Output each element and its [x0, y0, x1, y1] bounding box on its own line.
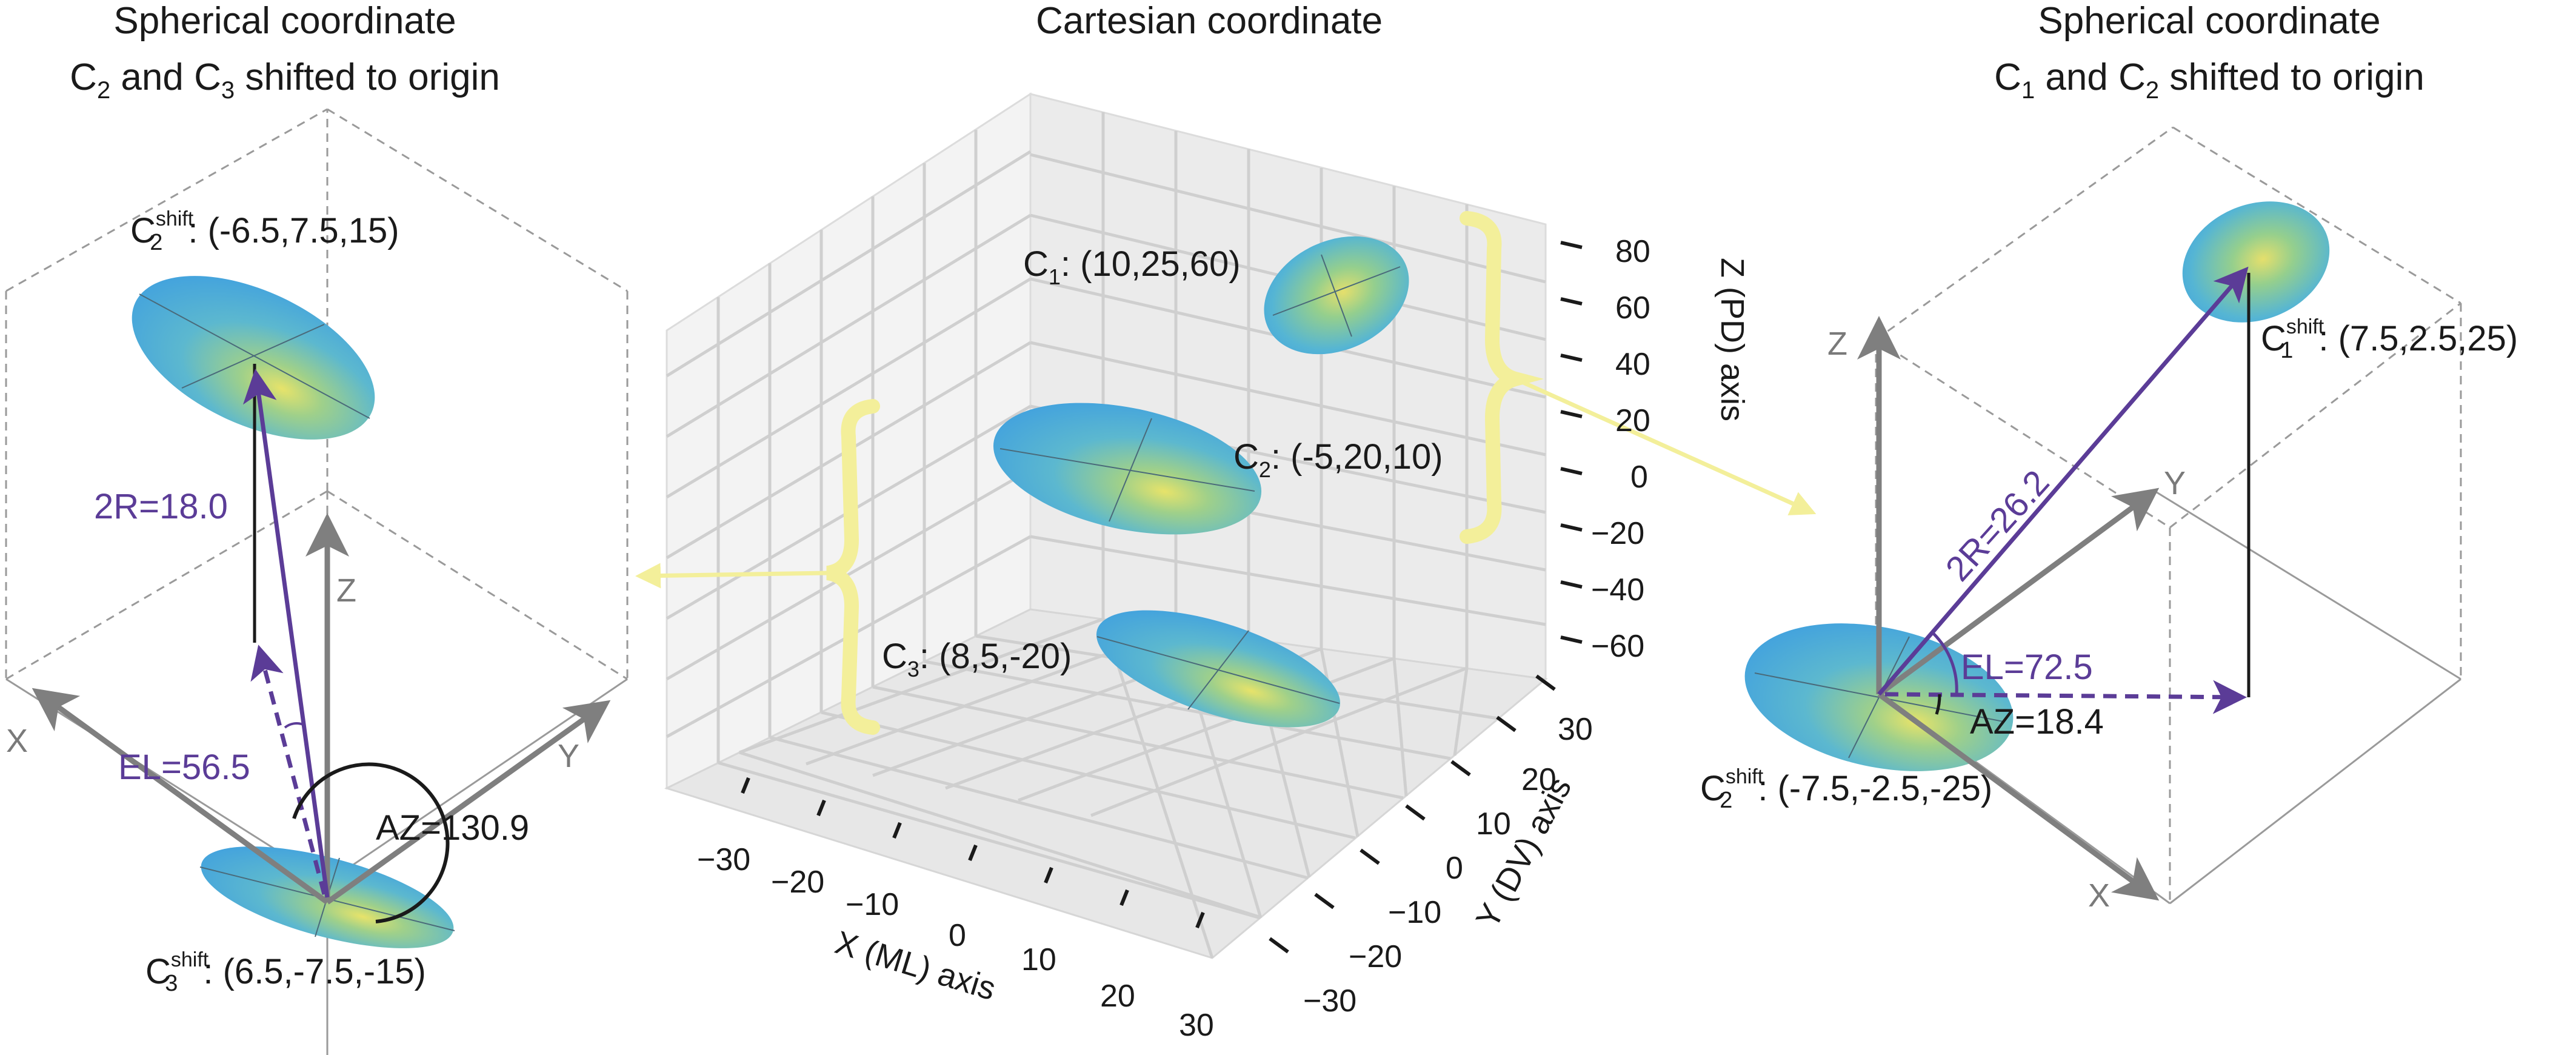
y-axis-tick-labels: −30 −20 −10 0 10 20 30: [1303, 712, 1593, 1019]
left-y-axis-label: Y: [558, 738, 579, 774]
right-radius-vector: [1877, 266, 2249, 696]
y-tick: 10: [1476, 806, 1511, 842]
label-c2: C2: (-5,20,10): [1233, 437, 1443, 482]
right-elevation-projection: [1884, 680, 2247, 714]
left-elevation-arc: [284, 722, 304, 729]
ellipsoid-c2: [993, 403, 1262, 535]
right-spherical-panel: Spherical coordinate C1 and C2 shifted t…: [1700, 0, 2518, 914]
x-tick: 10: [1021, 942, 1056, 977]
right-azimuth-arc: [1935, 694, 1941, 715]
y-tick: −30: [1303, 983, 1356, 1019]
left-azimuth-label: AZ=130.9: [376, 808, 529, 848]
ellipsoid-c3: [1096, 610, 1341, 728]
z-axis-ticks: [1560, 241, 1583, 644]
z-tick: 40: [1615, 347, 1650, 382]
left-point-bottom-label: Cshift 3: (6.5,-7.5,-15): [145, 948, 426, 996]
left-point-top-label: Cshift 2: (-6.5,7.5,15): [130, 207, 399, 255]
left-y-axis-arrow: [325, 700, 611, 905]
x-axis-tick-labels: −30 −20 −10 0 10 20 30: [697, 842, 1214, 1043]
right-elevation-arc: [1932, 632, 1958, 695]
y-tick: −20: [1349, 939, 1402, 974]
x-tick: −20: [771, 865, 824, 900]
x-axis-ticks: [741, 777, 1205, 929]
y-tick: 30: [1558, 712, 1593, 747]
right-point-bottom-label: Cshift 2: (-7.5,-2.5,-25): [1700, 765, 1992, 813]
left-azimuth-arc: [292, 762, 450, 923]
z-tick: 0: [1630, 460, 1648, 495]
left-spherical-panel: Spherical coordinate C2 and C3 shifted t…: [5, 0, 629, 1055]
cartesian-title: Cartesian coordinate: [1036, 0, 1383, 42]
y-tick: 20: [1521, 762, 1557, 797]
x-tick: −30: [697, 842, 750, 877]
label-c3: C3: (8,5,-20): [882, 637, 1072, 682]
right-azimuth-label: AZ=18.4: [1970, 702, 2104, 742]
right-point-top-label: Cshift 1: (7.5,2.5,25): [2261, 315, 2518, 363]
z-tick: −60: [1591, 629, 1644, 664]
cartesian-grid: [666, 112, 1546, 959]
x-tick: −10: [846, 887, 899, 922]
arrow-to-right-panel: [1514, 377, 1817, 515]
right-dashed-cube: [1875, 126, 2462, 903]
x-tick: 0: [949, 918, 966, 953]
z-axis-tick-labels: 80 60 40 20 0 −20 −40 −60: [1591, 234, 1650, 664]
left-radius-vector: [242, 369, 330, 898]
right-x-axis-label: X: [2088, 877, 2110, 914]
cartesian-panel: Cartesian coordinate: [635, 0, 1817, 1043]
z-tick: −40: [1591, 572, 1644, 608]
x-tick: 30: [1179, 1008, 1214, 1043]
z-tick: 80: [1615, 234, 1650, 269]
left-x-axis-arrow: [32, 688, 329, 905]
y-tick: −10: [1388, 895, 1441, 930]
left-x-axis-label: X: [6, 723, 28, 759]
right-y-axis-label: Y: [2164, 465, 2186, 501]
ellipsoid-c1: [1264, 236, 1409, 355]
z-tick: −20: [1591, 516, 1644, 551]
x-tick: 20: [1100, 979, 1135, 1014]
z-axis-label: Z (PD) axis: [1714, 258, 1750, 421]
left-ellipsoid-top: [132, 276, 375, 440]
left-title-line1: Spherical coordinate: [113, 0, 456, 42]
right-x-axis-arrow: [1877, 692, 2160, 901]
right-z-axis-label: Z: [1827, 326, 1847, 362]
y-axis-ticks: [1269, 674, 1556, 954]
right-title-line2: C1 and C2 shifted to origin: [1994, 56, 2424, 104]
x-axis-label: X (ML) axis: [831, 924, 1000, 1007]
left-title-line2: C2 and C3 shifted to origin: [70, 56, 500, 104]
right-title-line1: Spherical coordinate: [2038, 0, 2380, 42]
right-y-axis-arrow: [1877, 487, 2160, 697]
left-z-axis-label: Z: [336, 572, 356, 609]
left-radius-label: 2R=18.0: [94, 487, 228, 526]
left-dashed-cube: [5, 108, 629, 752]
label-c1: C1: (10,25,60): [1023, 244, 1241, 289]
right-radius-label: 2R=26.2: [1938, 463, 2057, 589]
arrow-to-left-panel: [635, 563, 828, 589]
right-elevation-label: EL=72.5: [1961, 648, 2093, 687]
z-tick: 60: [1615, 290, 1650, 326]
left-elevation-label: EL=56.5: [118, 748, 250, 787]
y-tick: 0: [1446, 851, 1463, 886]
z-tick: 20: [1615, 403, 1650, 438]
